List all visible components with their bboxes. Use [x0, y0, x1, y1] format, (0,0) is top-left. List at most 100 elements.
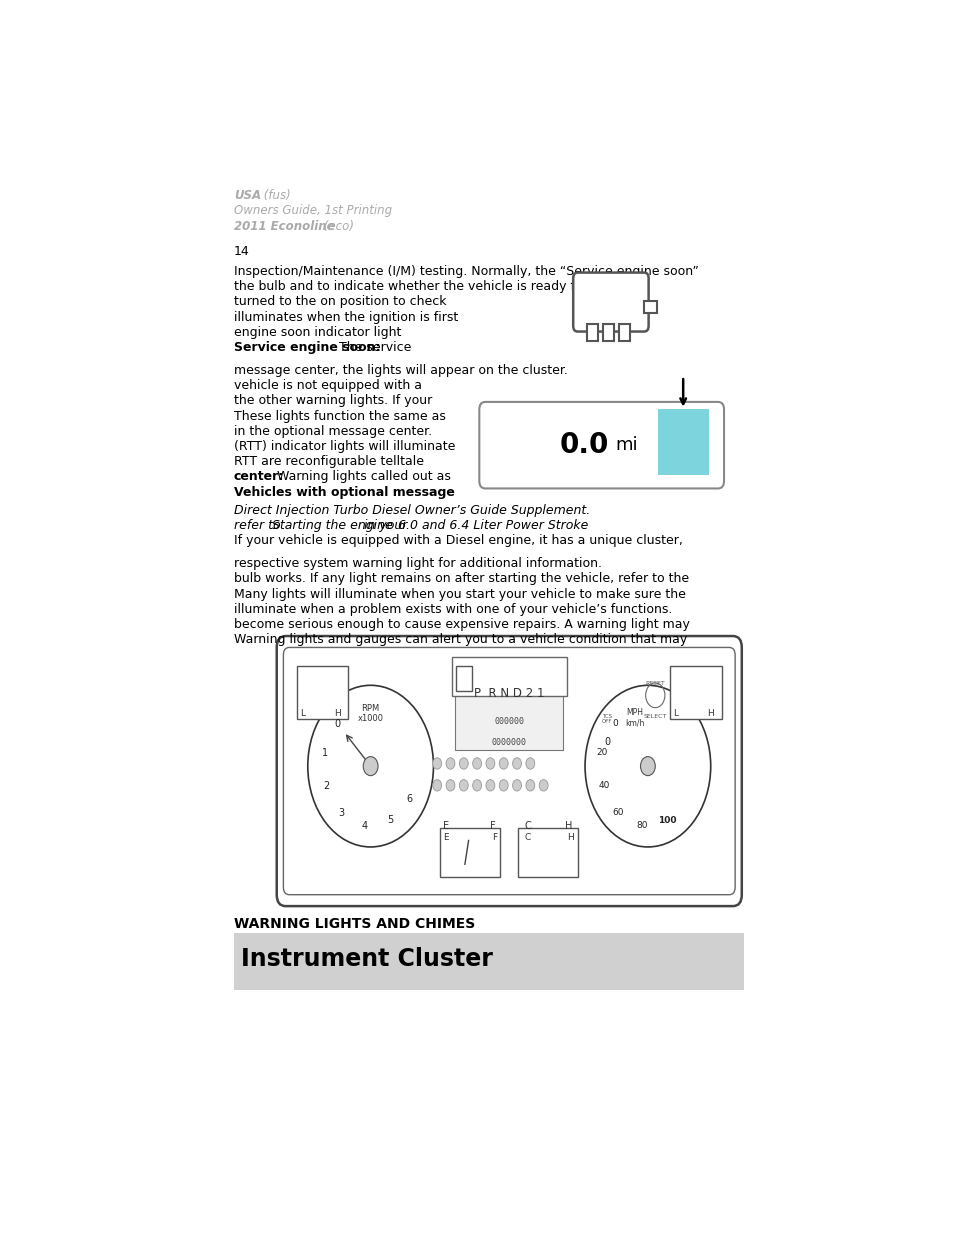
Text: 14: 14	[233, 246, 250, 258]
Text: 0.0: 0.0	[558, 431, 608, 459]
Text: 60: 60	[612, 808, 623, 818]
Bar	[618, 324, 630, 341]
Text: H: H	[706, 709, 714, 719]
FancyBboxPatch shape	[478, 401, 723, 489]
Text: Many lights will illuminate when you start your vehicle to make sure the: Many lights will illuminate when you sta…	[233, 588, 685, 600]
FancyBboxPatch shape	[276, 636, 741, 906]
Text: H: H	[334, 709, 340, 719]
Text: E: E	[443, 821, 449, 831]
Circle shape	[512, 758, 521, 769]
Bar	[643, 301, 657, 312]
FancyBboxPatch shape	[517, 829, 578, 877]
Circle shape	[498, 779, 508, 792]
Text: H: H	[567, 834, 574, 842]
Text: P  R N D 2 1: P R N D 2 1	[474, 688, 544, 700]
Text: 80: 80	[636, 821, 647, 830]
Text: RESET: RESET	[645, 680, 664, 685]
FancyBboxPatch shape	[233, 932, 743, 989]
Circle shape	[498, 758, 508, 769]
Text: message center, the lights will appear on the cluster.: message center, the lights will appear o…	[233, 364, 567, 377]
Text: illuminates when the ignition is first: illuminates when the ignition is first	[233, 311, 457, 324]
Text: 3: 3	[338, 808, 344, 818]
Circle shape	[538, 779, 547, 792]
Text: respective system warning light for additional information.: respective system warning light for addi…	[233, 557, 601, 571]
Text: F: F	[492, 834, 497, 842]
Text: Service engine soon:: Service engine soon:	[233, 341, 380, 354]
Bar	[669, 667, 721, 719]
Text: mi: mi	[615, 436, 638, 454]
Text: 5: 5	[387, 815, 393, 825]
Text: Vehicles with optional message: Vehicles with optional message	[233, 485, 455, 499]
Circle shape	[512, 779, 521, 792]
Text: C: C	[524, 821, 531, 831]
Text: 0000000: 0000000	[491, 737, 526, 747]
Text: become serious enough to cause expensive repairs. A warning light may: become serious enough to cause expensive…	[233, 618, 689, 631]
Text: Instrument Cluster: Instrument Cluster	[241, 947, 493, 971]
Text: Owners Guide, 1st Printing: Owners Guide, 1st Printing	[233, 204, 392, 217]
Text: 0: 0	[335, 719, 340, 729]
Text: 20: 20	[597, 748, 608, 757]
Text: Starting the engine: Starting the engine	[272, 519, 393, 532]
Circle shape	[472, 779, 481, 792]
Text: SELECT: SELECT	[643, 714, 666, 719]
FancyBboxPatch shape	[440, 829, 500, 877]
Text: TCS
OFF: TCS OFF	[601, 714, 612, 725]
Circle shape	[485, 758, 495, 769]
Circle shape	[458, 779, 468, 792]
Text: the bulb and to indicate whether the vehicle is ready for: the bulb and to indicate whether the veh…	[233, 280, 587, 293]
FancyBboxPatch shape	[451, 657, 566, 697]
Circle shape	[446, 758, 455, 769]
Text: 40: 40	[598, 781, 609, 790]
Text: 4: 4	[361, 820, 368, 831]
Text: (eco): (eco)	[319, 220, 354, 232]
FancyBboxPatch shape	[283, 647, 735, 894]
Circle shape	[472, 758, 481, 769]
Text: MPH
km/h: MPH km/h	[624, 708, 643, 727]
Text: refer to: refer to	[233, 519, 284, 532]
Circle shape	[639, 757, 655, 776]
Bar	[456, 666, 472, 692]
Text: turned to the on position to check: turned to the on position to check	[233, 295, 446, 309]
Text: (fus): (fus)	[260, 189, 291, 203]
Circle shape	[525, 758, 535, 769]
Text: 000000: 000000	[494, 716, 524, 726]
Text: C: C	[524, 834, 530, 842]
Text: Warning lights called out as: Warning lights called out as	[273, 471, 451, 483]
Circle shape	[363, 757, 377, 776]
Text: the other warning lights. If your: the other warning lights. If your	[233, 394, 432, 408]
Text: vehicle is not equipped with a: vehicle is not equipped with a	[233, 379, 421, 391]
Bar	[602, 324, 613, 341]
Text: bulb works. If any light remains on after starting the vehicle, refer to the: bulb works. If any light remains on afte…	[233, 572, 688, 585]
Text: WARNING LIGHTS AND CHIMES: WARNING LIGHTS AND CHIMES	[233, 916, 475, 930]
Text: in the optional message center.: in the optional message center.	[233, 425, 432, 437]
Text: 6.0 and 6.4 Liter Power Stroke: 6.0 and 6.4 Liter Power Stroke	[397, 519, 588, 532]
Circle shape	[433, 779, 441, 792]
Text: 1: 1	[322, 747, 328, 757]
Text: engine soon indicator light: engine soon indicator light	[233, 326, 401, 338]
FancyBboxPatch shape	[573, 273, 648, 331]
Text: Warning lights and gauges can alert you to a vehicle condition that may: Warning lights and gauges can alert you …	[233, 634, 686, 646]
Text: L: L	[673, 709, 678, 719]
Text: The service: The service	[335, 341, 411, 354]
Text: Inspection/Maintenance (I/M) testing. Normally, the “Service engine soon”: Inspection/Maintenance (I/M) testing. No…	[233, 266, 698, 278]
Bar	[586, 324, 597, 341]
Text: RTT are reconfigurable telltale: RTT are reconfigurable telltale	[233, 456, 423, 468]
Circle shape	[525, 779, 535, 792]
FancyBboxPatch shape	[455, 692, 562, 750]
Text: illuminate when a problem exists with one of your vehicle’s functions.: illuminate when a problem exists with on…	[233, 603, 672, 616]
Text: Direct Injection Turbo Diesel Owner’s Guide Supplement.: Direct Injection Turbo Diesel Owner’s Gu…	[233, 504, 590, 517]
Text: 100: 100	[658, 816, 676, 825]
Text: F: F	[490, 821, 496, 831]
Text: H: H	[564, 821, 572, 831]
Text: USA: USA	[233, 189, 261, 203]
Circle shape	[433, 758, 441, 769]
Text: L: L	[300, 709, 305, 719]
Text: 0: 0	[612, 719, 618, 729]
Text: These lights function the same as: These lights function the same as	[233, 410, 445, 422]
Text: 2011 Econoline: 2011 Econoline	[233, 220, 335, 232]
Bar	[657, 409, 708, 475]
Text: 0: 0	[603, 737, 610, 747]
Circle shape	[485, 779, 495, 792]
Text: in your: in your	[359, 519, 411, 532]
Circle shape	[446, 779, 455, 792]
